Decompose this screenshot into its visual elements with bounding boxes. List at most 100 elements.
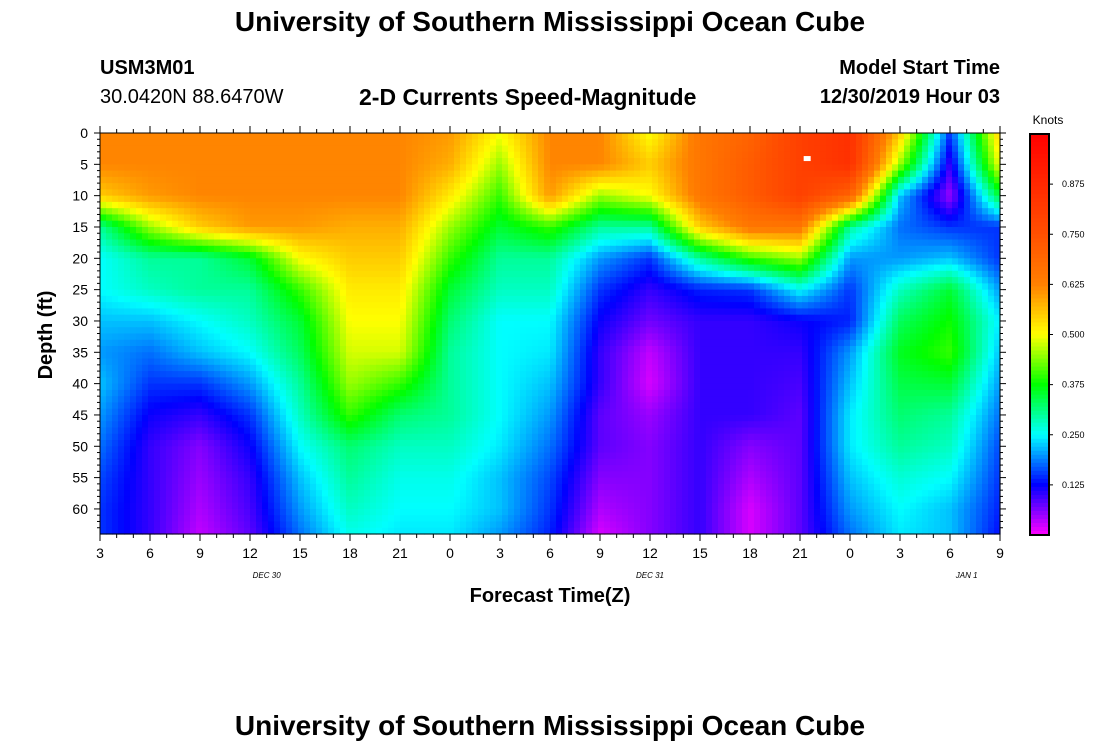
heatmap-cell: [862, 170, 869, 178]
heatmap-cell: [982, 289, 989, 297]
heatmap-cell: [934, 133, 941, 140]
heatmap-cell: [550, 252, 557, 259]
heatmap-cell: [172, 327, 179, 335]
heatmap-cell: [814, 145, 821, 153]
heatmap-cell: [940, 214, 947, 222]
heatmap-cell: [316, 220, 323, 228]
heatmap-cell: [964, 295, 971, 303]
heatmap-cell: [196, 214, 203, 222]
heatmap-cell: [856, 270, 863, 278]
heatmap-cell: [952, 164, 959, 172]
heatmap-cell: [484, 195, 491, 203]
heatmap-cell: [436, 258, 443, 266]
heatmap-cell: [796, 270, 803, 278]
heatmap-cell: [226, 170, 233, 178]
heatmap-cell: [922, 183, 929, 190]
heatmap-cell: [718, 239, 725, 247]
heatmap-cell: [736, 327, 743, 335]
heatmap-cell: [100, 151, 107, 159]
heatmap-cell: [922, 320, 929, 328]
heatmap-cell: [106, 295, 113, 303]
heatmap-cell: [442, 195, 449, 203]
heatmap-cell: [808, 214, 815, 222]
heatmap-cell: [502, 145, 509, 153]
heatmap-cell: [862, 220, 869, 228]
heatmap-cell: [406, 252, 413, 259]
heatmap-cell: [922, 189, 929, 197]
heatmap-cell: [388, 320, 395, 328]
heatmap-cell: [490, 195, 497, 203]
heatmap-cell: [562, 277, 569, 284]
heatmap-cell: [904, 189, 911, 197]
heatmap-cell: [832, 302, 839, 310]
heatmap-cell: [364, 164, 371, 172]
heatmap-cell: [586, 151, 593, 159]
heatmap-cell: [286, 201, 293, 209]
heatmap-cell: [538, 283, 545, 291]
heatmap-cell: [628, 151, 635, 159]
heatmap-cell: [802, 289, 809, 297]
heatmap-cell: [778, 302, 785, 310]
heatmap-cell: [796, 145, 803, 153]
heatmap-cell: [772, 283, 779, 291]
heatmap-cell: [754, 233, 761, 241]
heatmap-cell: [466, 176, 473, 184]
heatmap-cell: [250, 295, 257, 303]
heatmap-cell: [970, 264, 977, 272]
heatmap-cell: [928, 245, 935, 253]
heatmap-cell: [370, 239, 377, 247]
heatmap-cell: [178, 327, 185, 335]
heatmap-cell: [538, 327, 545, 335]
heatmap-cell: [616, 245, 623, 253]
heatmap-cell: [958, 277, 965, 284]
heatmap-cell: [130, 158, 137, 165]
heatmap-cell: [694, 333, 701, 341]
heatmap-cell: [928, 139, 935, 147]
heatmap-cell: [868, 302, 875, 310]
heatmap-cell: [562, 145, 569, 153]
heatmap-cell: [838, 295, 845, 303]
heatmap-cell: [322, 214, 329, 222]
heatmap-cell: [124, 308, 131, 316]
heatmap-cell: [844, 164, 851, 172]
heatmap-cell: [784, 283, 791, 291]
heatmap-cell: [640, 264, 647, 272]
heatmap-cell: [172, 289, 179, 297]
heatmap-cell: [880, 164, 887, 172]
heatmap-cell: [280, 133, 287, 140]
heatmap-cell: [148, 195, 155, 203]
heatmap-cell: [682, 189, 689, 197]
heatmap-cell: [694, 158, 701, 165]
heatmap-cell: [946, 233, 953, 241]
heatmap-cell: [760, 195, 767, 203]
heatmap-cell: [208, 245, 215, 253]
heatmap-cell: [694, 214, 701, 222]
heatmap-cell: [418, 226, 425, 234]
heatmap-cell: [376, 314, 383, 322]
heatmap-cell: [328, 226, 335, 234]
heatmap-cell: [124, 302, 131, 310]
heatmap-cell: [598, 164, 605, 172]
heatmap-cell: [490, 226, 497, 234]
heatmap-cell: [934, 258, 941, 266]
heatmap-cell: [274, 302, 281, 310]
heatmap-cell: [874, 283, 881, 291]
heatmap-cell: [880, 214, 887, 222]
heatmap-cell: [430, 283, 437, 291]
heatmap-cell: [868, 201, 875, 209]
heatmap-cell: [604, 308, 611, 316]
heatmap-cell: [736, 320, 743, 328]
heatmap-cell: [622, 195, 629, 203]
heatmap-cell: [142, 314, 149, 322]
heatmap-cell: [238, 302, 245, 310]
heatmap-cell: [190, 252, 197, 259]
heatmap-cell: [136, 151, 143, 159]
heatmap-cell: [544, 183, 551, 190]
heatmap-cell: [160, 164, 167, 172]
heatmap-cell: [448, 327, 455, 335]
heatmap-cell: [880, 176, 887, 184]
heatmap-cell: [574, 176, 581, 184]
heatmap-cell: [526, 226, 533, 234]
heatmap-cell: [388, 183, 395, 190]
heatmap-cell: [910, 252, 917, 259]
